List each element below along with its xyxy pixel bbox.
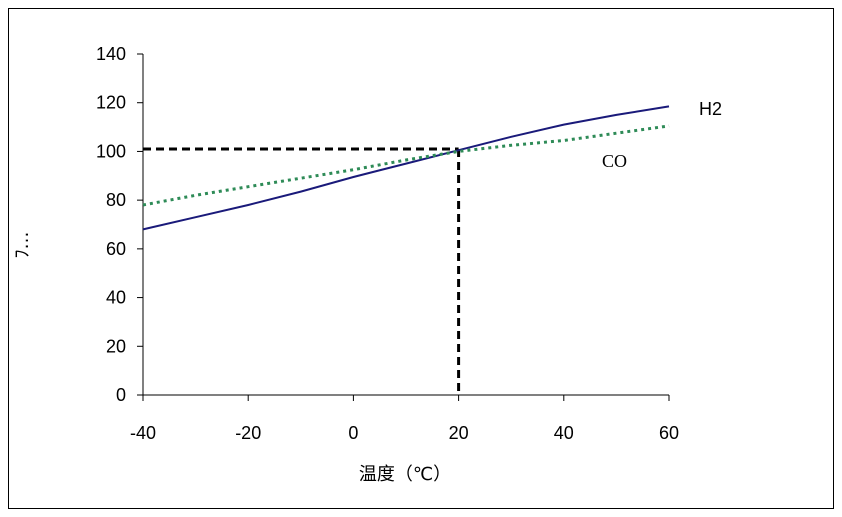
x-axis-title: 温度（℃） (359, 464, 451, 485)
y-tick-label: 0 (116, 385, 126, 405)
labels-group: H2 CO 温度（℃） ﾌ… (12, 99, 722, 485)
y-tick-label: 80 (106, 190, 126, 210)
y-tick-label: 120 (96, 93, 126, 113)
y-tick-label: 40 (106, 288, 126, 308)
series-group (142, 105, 670, 231)
x-tick-label: 20 (449, 423, 469, 443)
y-tick-label: 100 (96, 141, 126, 161)
y-tick-label: 140 (96, 44, 126, 64)
reference-lines (143, 147, 461, 395)
x-tick-label: 0 (348, 423, 358, 443)
series-line-h2 (142, 105, 670, 231)
x-tick-label: -40 (130, 423, 156, 443)
y-axis-title-partial: ﾌ… (12, 232, 33, 259)
series-line-co (142, 124, 670, 207)
x-tick-label: 60 (659, 423, 679, 443)
chart-frame (8, 8, 834, 509)
x-tick-label: -20 (235, 423, 261, 443)
y-tick-label: 60 (106, 239, 126, 259)
axes: 0 20 40 60 80 100 120 140 -40 -20 0 20 40 60 (96, 44, 679, 443)
x-tick-label: 40 (554, 423, 574, 443)
y-tick-label: 20 (106, 336, 126, 356)
series-label-co: CO (602, 151, 627, 171)
series-label-h2: H2 (699, 99, 722, 119)
